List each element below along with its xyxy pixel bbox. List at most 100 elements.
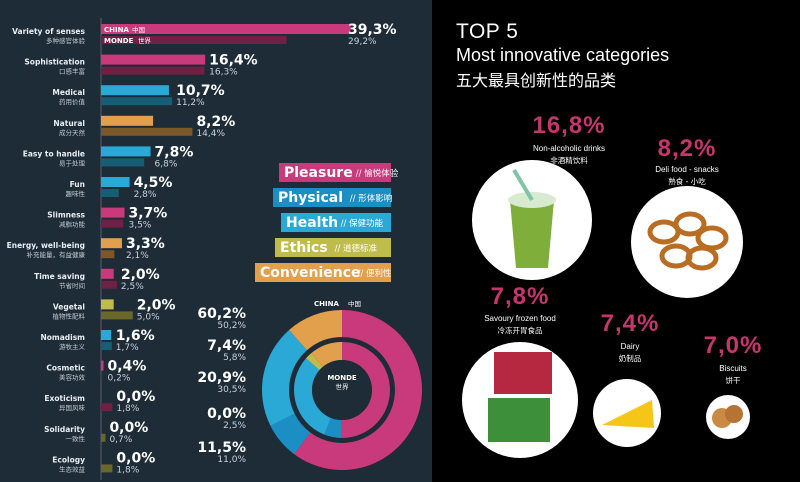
- donut-monde-slice-convenience: [311, 342, 342, 367]
- category-label-zh: 多种感官体验: [46, 36, 86, 45]
- series-tag-china: CHINA: [104, 26, 129, 34]
- category-label-zh: 美容功效: [59, 373, 86, 382]
- bar-monde: [101, 342, 112, 350]
- category-label-zh: 游牧主义: [59, 342, 86, 351]
- top5-item-5-pct: 7,0%: [703, 332, 763, 359]
- bar-china: [101, 268, 114, 279]
- legend-health-label-zh: // 保健功能: [341, 218, 384, 229]
- category-label: Fun: [70, 180, 85, 189]
- frozen-green-beans: [488, 398, 550, 442]
- donut-inner-label: MONDE: [327, 374, 357, 382]
- donut-value-monde: 50,2%: [217, 321, 246, 331]
- cheese-wedge: [602, 400, 654, 428]
- pretzel: [685, 245, 719, 271]
- donut-value-china: 0,0%: [207, 406, 246, 422]
- category-label-zh: 口感丰富: [59, 67, 85, 76]
- value-label-china: 1,6%: [116, 328, 155, 344]
- donut-monde-slice-ethics: [305, 353, 323, 371]
- bar-china: [101, 207, 125, 218]
- category-label-zh: 节省时间: [59, 281, 85, 290]
- category-chart-panel: Variety of senses 多种感官体验 39,3% 29,2% Sophist…: [0, 0, 432, 482]
- category-label: Time saving: [34, 272, 85, 281]
- series-tag-monde: MONDE: [104, 37, 134, 45]
- donut-value-china: 60,2%: [197, 306, 246, 322]
- legend-ethics-label: Ethics: [280, 240, 328, 256]
- top5-subtitle-zh: 五大最具创新性的品类: [456, 71, 617, 90]
- category-label: Slimness: [47, 211, 85, 220]
- top5-item-3-label-zh: 冷冻开胃食品: [497, 326, 543, 335]
- top5-item-5-label: Biscuits: [719, 364, 747, 373]
- top5-item-2-pct: 8,2%: [657, 135, 717, 162]
- category-label-zh: 植物性配料: [53, 311, 86, 320]
- donut-outer-label-zh: 中国: [348, 299, 361, 308]
- value-label-china: 3,3%: [126, 236, 165, 252]
- smoothie-straw: [512, 168, 534, 202]
- bar-monde: [101, 97, 173, 106]
- bar-china: [101, 299, 114, 310]
- value-label-monde: 2,8%: [134, 190, 157, 200]
- value-label-china: 0,0%: [116, 389, 155, 405]
- value-label-china: 4,5%: [134, 175, 173, 191]
- value-label-monde: 2,1%: [126, 251, 149, 261]
- top5-item-3-pct: 7,8%: [490, 283, 550, 310]
- category-label-zh: 趣味性: [66, 189, 86, 198]
- category-label-zh: 生态效益: [59, 464, 86, 473]
- bar-monde: [101, 158, 145, 167]
- category-label-zh: 成分天然: [59, 128, 86, 137]
- donut-value-monde: 5,8%: [223, 353, 246, 363]
- bar-china: [101, 115, 154, 126]
- value-label-china: 10,7%: [176, 83, 225, 99]
- donut-value-china: 20,9%: [197, 370, 246, 386]
- value-label-monde: 1,8%: [116, 465, 139, 475]
- top5-item-1-label-zh: 非酒精饮料: [550, 156, 588, 165]
- donut-value-monde: 2,5%: [223, 421, 246, 431]
- bar-monde: [101, 36, 287, 44]
- value-label-china: 39,3%: [348, 22, 397, 38]
- donut-inner-label-zh: 世界: [336, 382, 350, 391]
- legend-physical-swatch: [273, 188, 391, 207]
- category-label: Medical: [52, 88, 85, 97]
- pretzel-icon: [631, 186, 743, 298]
- top5-item-4-label-zh: 奶制品: [618, 354, 642, 363]
- value-label-china: 7,8%: [155, 144, 194, 160]
- donut-value-china: 11,5%: [197, 440, 246, 456]
- top5-photos: [462, 160, 750, 458]
- pretzel-backdrop: [631, 186, 743, 298]
- top5-title: TOP 5: [456, 20, 519, 43]
- donut-china-slice-health: [262, 329, 307, 426]
- cookie: [725, 405, 743, 423]
- bar-china: [101, 54, 206, 65]
- bar-monde: [101, 372, 103, 381]
- bar-monde: [101, 311, 133, 320]
- top5-item-1-label: Non-alcoholic drinks: [532, 144, 606, 153]
- value-label-china: 0,4%: [108, 359, 147, 375]
- value-label-china: 2,0%: [137, 297, 176, 313]
- legend-convenience-label: Convenience: [260, 265, 361, 281]
- donut-monde-slice-physical: [324, 417, 342, 438]
- category-label: Nomadism: [40, 333, 85, 342]
- value-label-monde: 5,0%: [137, 312, 160, 322]
- value-label-china: 16,4%: [209, 53, 258, 69]
- category-label: Easy to handle: [23, 149, 85, 158]
- series-tag-china-zh: 中国: [132, 25, 145, 34]
- legend-physical-label-zh: // 形体影响: [350, 193, 392, 204]
- bar-china: [101, 238, 122, 249]
- top5-item-5-label-zh: 饼干: [725, 376, 741, 385]
- category-label: Exoticism: [44, 394, 85, 403]
- value-label-monde: 2,5%: [121, 282, 144, 292]
- frozen-food-icon: [462, 342, 578, 458]
- bar-monde: [101, 219, 124, 228]
- bar-china: [101, 360, 104, 371]
- bar-china: [101, 177, 130, 187]
- legend-pleasure-swatch: [279, 163, 391, 182]
- top5-item-1-pct: 16,8%: [532, 112, 606, 139]
- value-label-china: 0,0%: [116, 450, 155, 466]
- value-label-china: 0,0%: [109, 420, 148, 436]
- category-label: Natural: [53, 119, 85, 128]
- smoothie-cup-icon: [472, 160, 592, 280]
- bar-monde: [101, 189, 119, 197]
- category-label: Cosmetic: [46, 364, 85, 373]
- category-label-zh: 一致性: [66, 434, 86, 443]
